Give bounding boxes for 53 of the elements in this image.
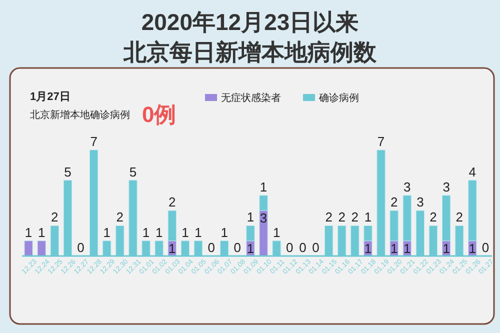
- data-label: 1: [194, 224, 202, 240]
- data-label: 3: [404, 179, 411, 194]
- legend-label: 确诊病例: [318, 92, 359, 104]
- data-label: 4: [468, 164, 476, 180]
- data-label: 2: [351, 210, 359, 225]
- data-label: 2: [51, 210, 58, 225]
- chart-subtitle: 北京每日新增本地病例数: [122, 39, 378, 65]
- data-label: 0: [286, 240, 294, 255]
- data-label: 1: [142, 224, 150, 240]
- data-label: 1: [246, 240, 254, 256]
- data-label: 5: [129, 164, 137, 180]
- data-label: 7: [377, 134, 385, 149]
- data-label: 0: [312, 240, 320, 255]
- data-label: 3: [260, 210, 268, 226]
- data-label: 0: [234, 240, 242, 255]
- bar: [37, 240, 46, 256]
- data-label: 5: [64, 164, 72, 180]
- data-label: 1: [364, 240, 372, 256]
- data-label: 0: [482, 240, 490, 255]
- chart-title: 2020年12月23日以来: [141, 9, 359, 35]
- data-label: 1: [155, 224, 163, 240]
- text: 1月27日: [30, 91, 70, 103]
- data-label: 1: [168, 240, 176, 256]
- data-label: 2: [325, 210, 332, 225]
- data-label: 1: [364, 210, 372, 225]
- data-label: 1: [103, 224, 110, 240]
- text: 北京新增本地确诊病例: [30, 109, 130, 121]
- data-label: 2: [390, 194, 398, 210]
- data-label: 2: [456, 210, 463, 225]
- data-label: 1: [390, 240, 398, 256]
- data-label: 1: [260, 179, 268, 194]
- data-label: 3: [442, 179, 450, 194]
- data-label: 1: [38, 224, 46, 240]
- data-label: 1: [272, 224, 280, 240]
- data-label: 1: [468, 240, 476, 256]
- data-label: 1: [442, 240, 450, 256]
- bar: [24, 240, 33, 256]
- data-label: 0: [299, 240, 306, 255]
- data-label: 2: [430, 210, 437, 225]
- data-label: 2: [116, 210, 124, 225]
- data-label: 1: [182, 224, 189, 240]
- data-label: 2: [338, 210, 346, 225]
- data-label: 1: [24, 224, 32, 240]
- data-label: 2: [168, 194, 176, 210]
- data-label: 1: [404, 240, 411, 256]
- data-label: 1: [220, 224, 228, 240]
- data-label: 1: [246, 210, 254, 225]
- data-label: 3: [416, 194, 424, 210]
- data-label: 7: [90, 134, 98, 149]
- text: 0例: [142, 102, 176, 127]
- data-label: 0: [208, 240, 215, 255]
- legend-label: 无症状感染者: [221, 92, 281, 104]
- data-label: 0: [77, 240, 84, 255]
